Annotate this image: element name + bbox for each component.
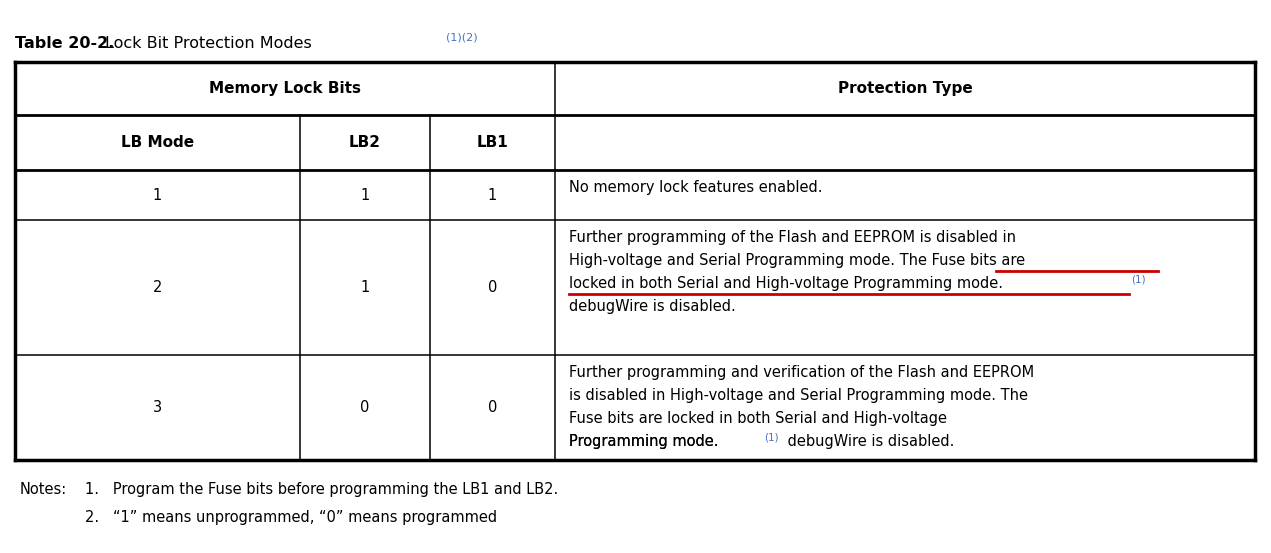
- Text: 0: 0: [360, 400, 370, 415]
- Text: No memory lock features enabled.: No memory lock features enabled.: [569, 180, 822, 195]
- Text: Programming mode.: Programming mode.: [569, 434, 718, 449]
- Text: 0: 0: [488, 280, 497, 295]
- Text: 3: 3: [153, 400, 163, 415]
- Text: (1): (1): [1131, 274, 1145, 284]
- Text: Table 20-2.: Table 20-2.: [15, 36, 114, 51]
- Text: LB2: LB2: [350, 135, 381, 150]
- Text: (1): (1): [764, 432, 779, 442]
- Text: Programming mode.: Programming mode.: [569, 434, 718, 449]
- Text: (1)(2): (1)(2): [446, 32, 478, 42]
- Text: 1: 1: [361, 187, 370, 202]
- Text: High-voltage and Serial Programming mode. The Fuse bits are: High-voltage and Serial Programming mode…: [569, 253, 1026, 268]
- Text: Protection Type: Protection Type: [838, 81, 972, 96]
- Text: 0: 0: [488, 400, 497, 415]
- Text: 1: 1: [488, 187, 497, 202]
- Text: 1: 1: [153, 187, 163, 202]
- Text: 1.   Program the Fuse bits before programming the LB1 and LB2.: 1. Program the Fuse bits before programm…: [85, 482, 558, 497]
- Text: Further programming and verification of the Flash and EEPROM: Further programming and verification of …: [569, 365, 1035, 380]
- Text: LB Mode: LB Mode: [121, 135, 194, 150]
- Text: debugWire is disabled.: debugWire is disabled.: [783, 434, 955, 449]
- Text: Notes:: Notes:: [20, 482, 67, 497]
- Text: locked in both Serial and High-voltage Programming mode.: locked in both Serial and High-voltage P…: [569, 276, 1003, 291]
- Text: Lock Bit Protection Modes: Lock Bit Protection Modes: [105, 36, 311, 51]
- Text: is disabled in High-voltage and Serial Programming mode. The: is disabled in High-voltage and Serial P…: [569, 388, 1028, 403]
- Text: LB1: LB1: [477, 135, 508, 150]
- Text: debugWire is disabled.: debugWire is disabled.: [569, 299, 736, 314]
- Text: 2.   “1” means unprogrammed, “0” means programmed: 2. “1” means unprogrammed, “0” means pro…: [85, 510, 497, 525]
- Text: Fuse bits are locked in both Serial and High-voltage: Fuse bits are locked in both Serial and …: [569, 411, 947, 426]
- Text: Memory Lock Bits: Memory Lock Bits: [208, 81, 361, 96]
- Text: 1: 1: [361, 280, 370, 295]
- Text: 2: 2: [153, 280, 163, 295]
- Text: Further programming of the Flash and EEPROM is disabled in: Further programming of the Flash and EEP…: [569, 230, 1016, 245]
